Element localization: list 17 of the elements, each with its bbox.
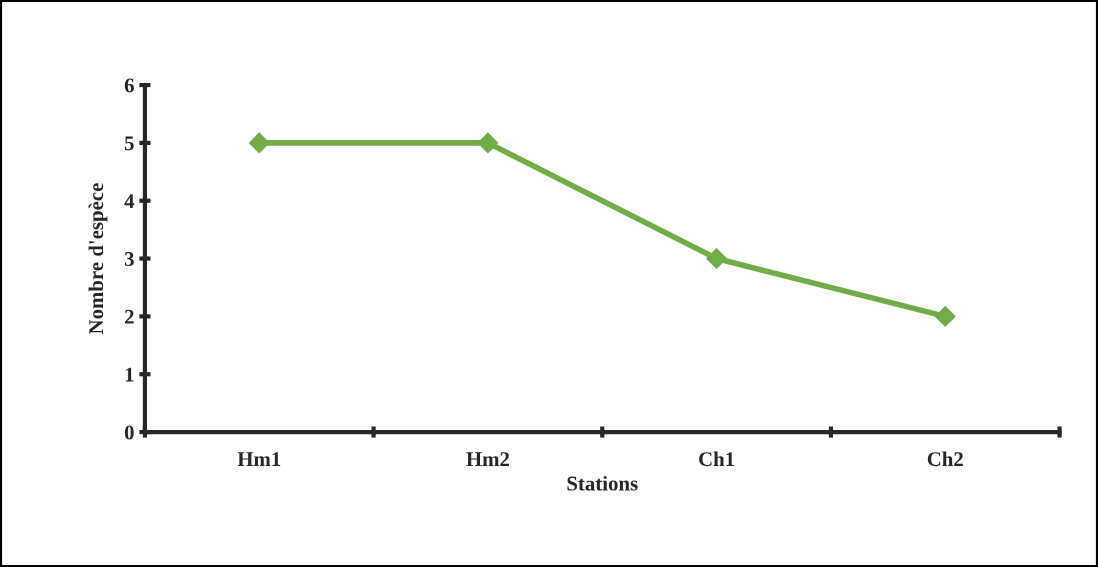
x-tick-label: Hm1 xyxy=(237,452,281,466)
y-tick-label: 5 xyxy=(124,136,134,151)
y-axis-title: Nombre d'espèce xyxy=(88,183,108,335)
point xyxy=(706,248,727,269)
x-tick-label: Hm2 xyxy=(466,452,510,466)
y-tick-label: 1 xyxy=(125,367,134,382)
x-tick-label: Ch2 xyxy=(927,451,963,467)
y-tick-label: 6 xyxy=(124,78,134,93)
y-tick-label: 0 xyxy=(124,425,134,440)
point xyxy=(477,132,499,154)
y-tick-label: 4 xyxy=(124,194,135,208)
x-axis-title: Stations xyxy=(567,475,638,491)
point xyxy=(248,132,270,154)
point xyxy=(934,306,956,327)
x-tick-label: Ch1 xyxy=(699,451,735,467)
y-tick-label: 2 xyxy=(124,309,134,324)
y-tick-label: 3 xyxy=(124,251,134,266)
